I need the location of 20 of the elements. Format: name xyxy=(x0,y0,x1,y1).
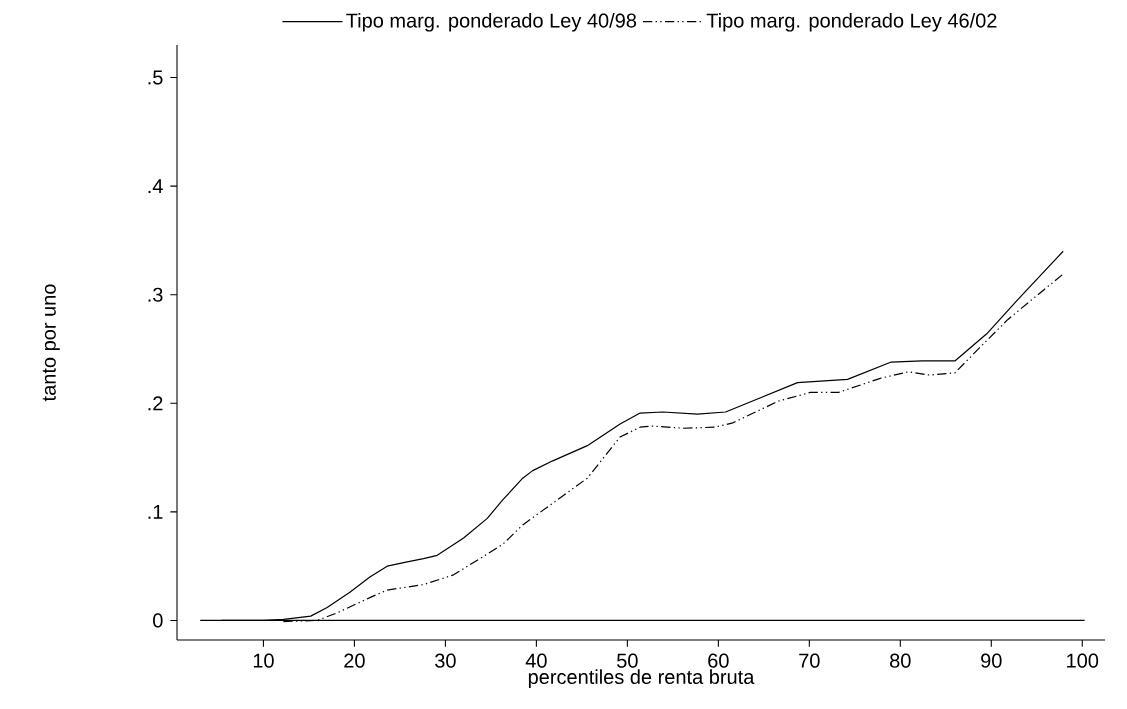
x-tick-label: 70 xyxy=(799,653,820,668)
legend-label: Tipo marg. ponderado Ley 40/98 xyxy=(346,12,637,32)
x-tick-label: 90 xyxy=(981,653,1002,668)
legend-label: Tipo marg. ponderado Ley 46/02 xyxy=(706,12,997,32)
x-tick-label: 100 xyxy=(1067,653,1099,668)
y-tick-label: .3 xyxy=(148,287,163,302)
x-tick-label: 30 xyxy=(435,653,456,668)
x-tick-label: 20 xyxy=(344,653,365,668)
y-axis-title: tanto por uno xyxy=(42,284,60,402)
y-tick-label: .5 xyxy=(148,70,163,85)
y-tick-label: .1 xyxy=(148,504,163,519)
y-tick-label: .4 xyxy=(148,179,163,194)
x-tick-label: 10 xyxy=(253,653,274,668)
x-tick-label: 50 xyxy=(617,653,638,668)
x-tick-label: 80 xyxy=(890,653,911,668)
x-tick-label: 60 xyxy=(708,653,729,668)
x-tick-label: 40 xyxy=(525,653,547,668)
x-axis-title: percentiles de renta bruta xyxy=(528,669,755,688)
y-tick-label: 0 xyxy=(153,613,163,628)
y-tick-label: .2 xyxy=(148,396,163,411)
